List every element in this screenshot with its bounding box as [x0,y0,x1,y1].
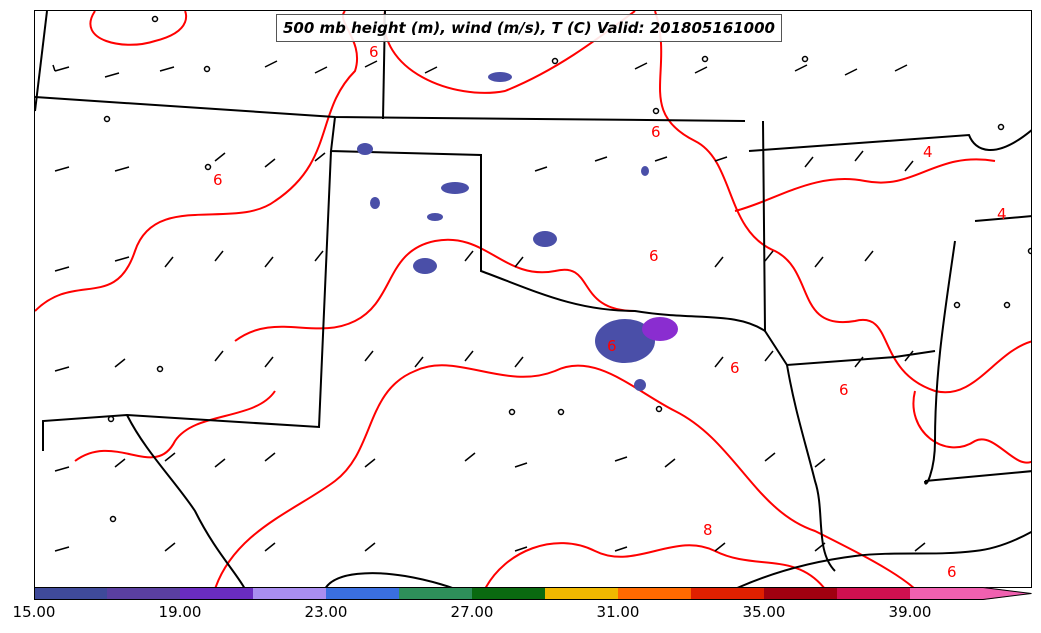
colorbar-segment [253,587,326,600]
colorbar-tick-label: 23.00 [304,603,348,621]
calm-circles [103,15,1031,523]
contour-label: 6 [649,247,659,265]
colorbar-segment [545,587,618,600]
colorbar-extend-arrow [983,587,1032,600]
colorbar-segment [180,587,253,600]
colorbar [34,587,1032,600]
colorbar-segment [107,587,180,600]
contour-label: 6 [213,171,223,189]
colorbar-tick-label: 27.00 [450,603,494,621]
contour-label: 8 [703,521,713,539]
contour-label: 6 [947,563,957,581]
contour-label: 4 [997,205,1007,223]
colorbar-segment [472,587,545,600]
colorbar-segment [764,587,837,600]
colorbar-segment [326,587,399,600]
colorbar-segment [910,587,983,600]
contour-label: 4 [923,143,933,161]
colorbar-tick-label: 19.00 [158,603,202,621]
map-title: 500 mb height (m), wind (m/s), T (C) Val… [276,14,782,42]
colorbar-tick-label: 15.00 [12,603,56,621]
temperature-contours [35,11,1031,587]
colorbar-outline [34,587,1032,600]
colorbar-segment [691,587,764,600]
wind-barbs [52,60,926,552]
colorbar-segment [34,587,107,600]
shaded-areas [357,72,678,391]
contour-label: 6 [651,123,661,141]
contour-label-group: 6 6 6 6 6 6 6 4 4 8 6 [213,43,1007,581]
colorbar-segment [837,587,910,600]
colorbar-segment [618,587,691,600]
colorbar-tick-label: 35.00 [742,603,786,621]
state-boundaries [35,11,1031,587]
colorbar-tick-label: 31.00 [596,603,640,621]
contour-label: 6 [607,337,617,355]
colorbar-tick-label: 39.00 [888,603,932,621]
contour-label: 6 [730,359,740,377]
contour-label: 6 [839,381,849,399]
map-canvas: 6 6 6 6 6 6 6 4 4 8 6 [35,11,1031,587]
colorbar-segment [399,587,472,600]
map-panel: 6 6 6 6 6 6 6 4 4 8 6 [34,10,1032,588]
contour-label: 6 [369,43,379,61]
